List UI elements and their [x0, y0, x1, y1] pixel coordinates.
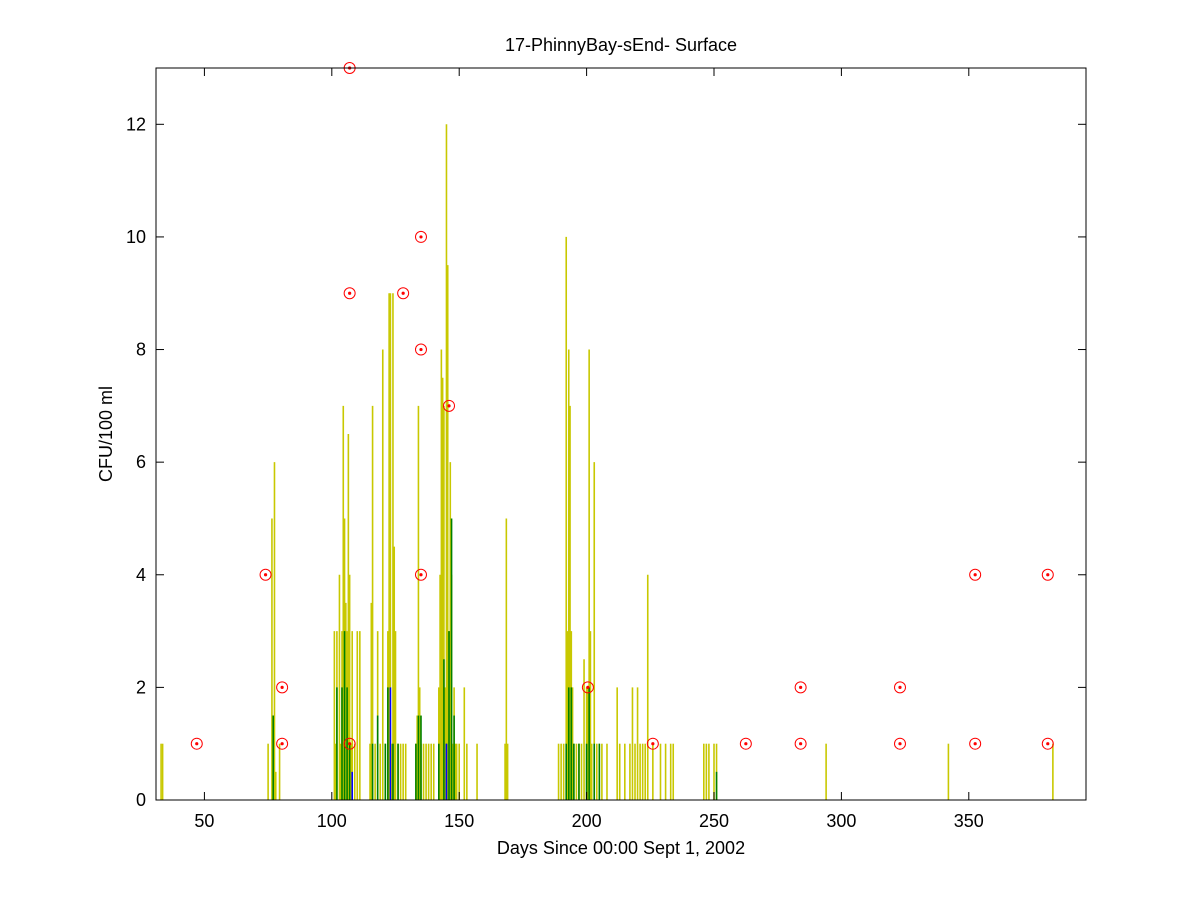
sample-marker: [969, 737, 982, 750]
x-tick: 300: [826, 68, 856, 831]
x-tick-label: 200: [572, 811, 602, 831]
x-tick: 150: [444, 68, 474, 831]
sample-marker: [276, 737, 289, 750]
x-tick-label: 250: [699, 811, 729, 831]
y-tick: 6: [136, 452, 1086, 472]
sample-markers-layer: [190, 62, 1054, 750]
x-tick-label: 100: [317, 811, 347, 831]
x-tick: 250: [699, 68, 729, 831]
x-tick: 50: [194, 68, 214, 831]
x-axis-ticks: 50 100 150 200 250 300 350: [194, 68, 984, 831]
x-tick-label: 50: [194, 811, 214, 831]
sample-marker: [894, 681, 906, 694]
x-tick-label: 300: [826, 811, 856, 831]
sample-marker: [443, 399, 456, 412]
y-tick-label: 2: [136, 677, 146, 697]
sample-marker: [969, 568, 982, 581]
sample-marker: [414, 568, 427, 581]
y-tick-label: 10: [126, 227, 146, 247]
y-axis-label: CFU/100 ml: [96, 386, 116, 482]
sample-marker: [190, 737, 203, 750]
sample-marker: [414, 230, 427, 243]
y-tick: 0: [136, 790, 1086, 810]
sample-marker: [794, 681, 807, 694]
y-tick: 8: [136, 340, 1086, 360]
x-axis-label: Days Since 00:00 Sept 1, 2002: [497, 838, 745, 858]
sample-marker: [1041, 568, 1054, 581]
y-tick: 12: [126, 114, 1086, 134]
y-tick-label: 4: [136, 565, 146, 585]
sample-marker: [276, 681, 289, 694]
chart-title: 17-PhinnyBay-sEnd- Surface: [505, 35, 737, 55]
plot-frame: [155, 67, 1087, 801]
sample-marker: [739, 737, 752, 750]
y-tick: 2: [136, 677, 1086, 697]
y-tick: 4: [136, 565, 1086, 585]
x-tick-label: 350: [954, 811, 984, 831]
sample-marker: [343, 287, 356, 300]
y-tick-label: 0: [136, 790, 146, 810]
y-tick-label: 12: [126, 114, 146, 134]
y-axis-ticks: 0 2 4 6 8 10 12: [126, 114, 1086, 810]
y-tick: 10: [126, 227, 1086, 247]
sample-marker: [581, 681, 594, 694]
x-tick: 200: [572, 68, 602, 831]
sample-marker: [1041, 737, 1054, 750]
sample-marker: [343, 737, 356, 750]
y-tick-label: 6: [136, 452, 146, 472]
sample-marker: [414, 343, 427, 356]
x-tick: 100: [317, 68, 347, 831]
sample-marker: [794, 737, 807, 750]
sample-marker: [894, 737, 906, 750]
x-tick-label: 150: [444, 811, 474, 831]
sample-marker: [259, 568, 272, 581]
y-tick-label: 8: [136, 340, 146, 360]
sample-marker: [646, 737, 659, 750]
bars-layer: [160, 124, 1054, 800]
x-tick: 350: [954, 68, 984, 831]
sample-marker: [397, 287, 410, 300]
